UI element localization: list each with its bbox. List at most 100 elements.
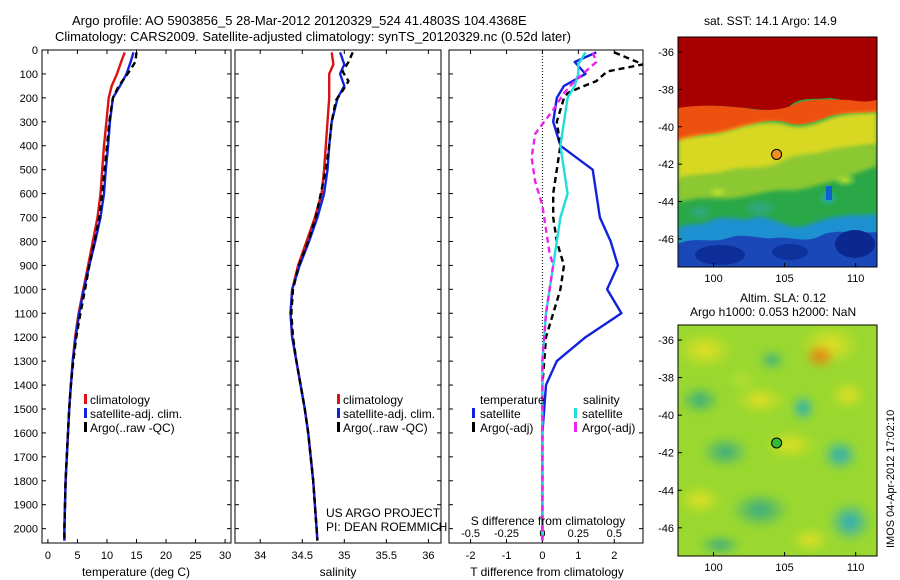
depth-tick-label: 1200 (14, 332, 38, 344)
x-tick-label: 0 (45, 550, 51, 562)
map-y-tick-label: -42 (658, 448, 674, 460)
x-tick-label: 5 (74, 550, 80, 562)
temperature-legend: climatology satellite-adj. clim. Argo(..… (84, 393, 182, 435)
depth-tick-label: 1600 (14, 428, 38, 440)
series-line-argo (541, 51, 643, 541)
series-group (530, 51, 643, 541)
map-x-tick-label: 100 (704, 562, 722, 574)
legend-label-sal-argo: Argo(-adj) (582, 421, 635, 435)
legend-swatch-climatology (84, 394, 87, 404)
depth-tick-labels: 0 100 200 300 400 500 600 700 800 900 1000 1100 1200… (14, 45, 38, 536)
difference-legend: temperature salinity satellite Argo(-adj… (472, 393, 635, 435)
legend-swatch-temp-argo (472, 422, 475, 432)
map-y-tick-label: -36 (658, 335, 674, 347)
legend-label-climatology: climatology (343, 393, 403, 407)
header-line1: Argo profile: AO 5903856_5 28-Mar-2012 2… (72, 13, 527, 28)
series-group (63, 51, 138, 541)
salinity-legend: climatology satellite-adj. clim. Argo(..… (337, 393, 435, 435)
map-x-tick-label: 105 (775, 273, 793, 285)
depth-tick-label: 1500 (14, 404, 38, 416)
series-line-satellite (63, 52, 135, 541)
salinity-xlabel: salinity (320, 565, 357, 579)
x-tick-label: 34.5 (292, 550, 313, 562)
depth-tick-label: 1400 (14, 380, 38, 392)
legend-swatch-argo (84, 422, 87, 432)
difference-panel-frame (448, 49, 644, 544)
depth-tick-label: 500 (20, 165, 38, 177)
x-tick-label: 30 (219, 550, 231, 562)
legend-swatch-argo (337, 422, 340, 432)
depth-tick-label: 700 (20, 213, 38, 225)
map-y-tick-label: -38 (658, 84, 674, 96)
x-tick-label: 35 (338, 550, 350, 562)
legend-title-temperature: temperature (480, 393, 545, 407)
legend-label-argo: Argo(..raw -QC) (343, 421, 428, 435)
series-line-argo (63, 52, 138, 541)
map-y-tick-label: -38 (658, 373, 674, 385)
sla-map-argo-marker (771, 437, 783, 449)
series-group (289, 51, 354, 541)
depth-tick-label: 1300 (14, 356, 38, 368)
depth-tick-label: 800 (20, 236, 38, 248)
temperature-panel-frame (41, 49, 232, 544)
header-line2: Climatology: CARS2009. Satellite-adjuste… (55, 29, 571, 44)
x-tick-label: 20 (160, 550, 172, 562)
series-line-argo (290, 51, 354, 541)
map-y-tick-label: -44 (658, 197, 674, 209)
sst-map-ticks: 100 105 110 -36 -38 -40 -42 -44 -46 (658, 47, 864, 285)
map-y-tick-label: -44 (658, 485, 674, 497)
x-tick-label: 1 (575, 550, 581, 562)
map-x-tick-label: 100 (704, 273, 722, 285)
legend-swatch-satellite (84, 408, 87, 418)
x-top-tick-label: 0.25 (568, 528, 589, 540)
x-tick-label: 25 (189, 550, 201, 562)
depth-tick-label: 400 (20, 141, 38, 153)
legend-label-sal-satellite: satellite (582, 407, 623, 421)
temperature-xlabel: temperature (deg C) (82, 565, 190, 579)
depth-tick-label: 2000 (14, 524, 38, 536)
map-x-tick-label: 110 (847, 562, 865, 574)
x-top-tick-label: -0.25 (494, 528, 519, 540)
project-annotation-line2: PI: DEAN ROEMMICH (326, 520, 447, 534)
legend-swatch-climatology (337, 394, 340, 404)
depth-tick-label: 200 (20, 93, 38, 105)
legend-swatch-temp-satellite (472, 408, 475, 418)
depth-tick-label: 100 (20, 69, 38, 81)
x-tick-label: 2 (611, 550, 617, 562)
legend-swatch-sal-argo (574, 422, 577, 432)
map-y-tick-label: -46 (658, 234, 674, 246)
legend-label-temp-satellite: satellite (480, 407, 521, 421)
sst-map-argo-marker (771, 148, 783, 160)
map-y-tick-label: -46 (658, 523, 674, 535)
depth-tick-label: 0 (32, 45, 38, 57)
sst-map-frame (677, 36, 878, 268)
depth-tick-label: 1100 (14, 308, 38, 320)
sla-map-title: Altim. SLA: 0.12 (740, 291, 826, 305)
map-y-tick-label: -42 (658, 159, 674, 171)
map-y-tick-label: -40 (658, 410, 674, 422)
depth-tick-label: 1900 (14, 500, 38, 512)
series-line-satellite (541, 51, 623, 541)
series-line-satellite (289, 52, 346, 541)
series-line-argo_salinity (530, 51, 598, 541)
x-tick-label: 15 (130, 550, 142, 562)
imos-timestamp: IMOS 04-Apr-2012 17:02:10 (885, 410, 897, 548)
depth-tick-label: 1700 (14, 452, 38, 464)
depth-tick-label: 1000 (14, 284, 38, 296)
map-x-tick-label: 110 (847, 273, 865, 285)
legend-label-climatology: climatology (90, 393, 150, 407)
legend-label-satellite: satellite-adj. clim. (343, 407, 435, 421)
x-tick-label: -1 (502, 550, 512, 562)
x-tick-label: 35.5 (376, 550, 397, 562)
map-y-tick-label: -36 (658, 47, 674, 59)
legend-label-temp-argo: Argo(-adj) (480, 421, 533, 435)
sla-map-subtitle: Argo h1000: 0.053 h2000: NaN (690, 305, 856, 319)
sla-map-ticks: 100 105 110 -36 -38 -40 -42 -44 -46 (658, 335, 864, 574)
legend-label-satellite: satellite-adj. clim. (90, 407, 182, 421)
project-annotation-line1: US ARGO PROJECT (326, 506, 441, 520)
series-line-climatology (63, 51, 126, 541)
difference-xlabel-top: S difference from climatology (471, 514, 626, 528)
depth-tick-label: 600 (20, 189, 38, 201)
